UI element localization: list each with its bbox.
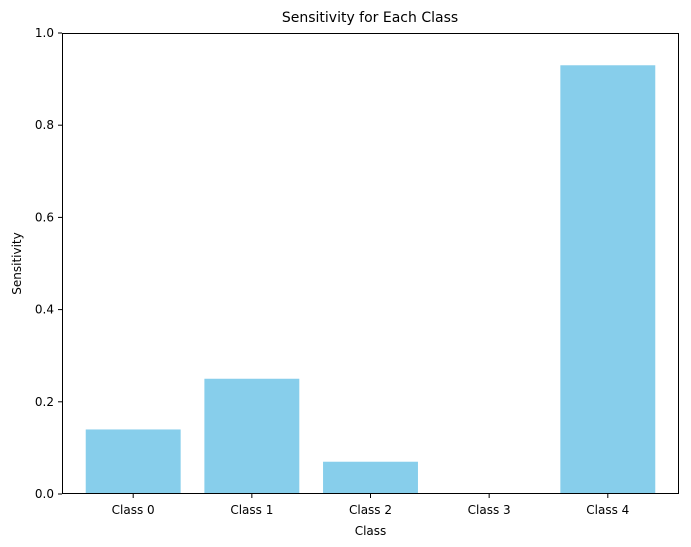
x-axis-label: Class (355, 524, 387, 538)
y-axis-label: Sensitivity (10, 232, 24, 294)
y-tick-label: 1.0 (35, 26, 54, 40)
x-axis: Class 0 Class 1 Class 2 Class 3 Class 4 (112, 494, 629, 517)
y-tick-label: 0.4 (35, 303, 54, 317)
bar-class-1 (204, 378, 300, 494)
y-axis: 0.0 0.2 0.4 0.6 0.8 1.0 (35, 26, 62, 501)
x-tick-label: Class 4 (586, 503, 629, 517)
y-tick-label: 0.2 (35, 395, 54, 409)
x-tick-label: Class 3 (468, 503, 511, 517)
plot-frame (62, 33, 679, 494)
bar-class-0 (85, 429, 181, 494)
y-tick-label: 0.6 (35, 210, 54, 224)
bar-class-2 (323, 461, 418, 494)
y-tick-label: 0.0 (35, 487, 54, 501)
bars-group (85, 65, 656, 495)
x-tick-label: Class 2 (349, 503, 392, 517)
bar-class-4 (560, 65, 656, 495)
x-tick-label: Class 1 (230, 503, 273, 517)
y-tick-label: 0.8 (35, 118, 54, 132)
x-tick-label: Class 0 (112, 503, 155, 517)
chart-title: Sensitivity for Each Class (282, 10, 458, 26)
